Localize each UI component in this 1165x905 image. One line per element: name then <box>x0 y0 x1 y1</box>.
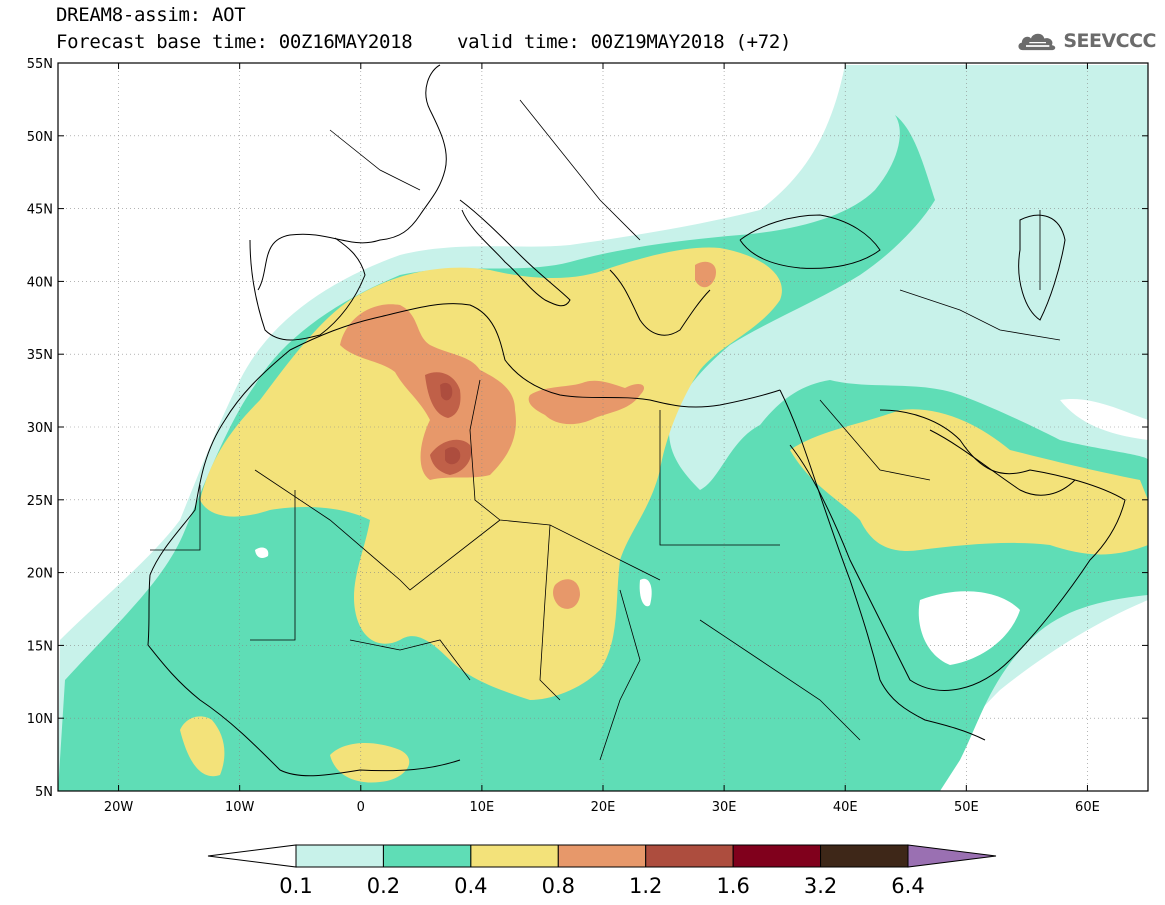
coastlines <box>147 64 1126 777</box>
aot-field-clear-4 <box>1060 399 1148 440</box>
colorbar-label: 6.4 <box>891 874 924 898</box>
lon-tick-label: 10E <box>470 800 495 815</box>
aot-field-1.6 <box>440 382 453 401</box>
border-12 <box>899 289 1061 341</box>
colorbar-swatch <box>470 844 559 868</box>
lat-tick-label: 5N <box>35 785 53 800</box>
colorbar-swatch <box>732 844 822 868</box>
coastline-redsea <box>779 389 986 741</box>
aot-field-0.8-turkey <box>695 261 716 288</box>
border-8 <box>819 399 931 481</box>
aot-field-clear-3 <box>918 591 1020 665</box>
colorbar-label: 1.6 <box>716 874 749 898</box>
aot-field-1.6-b <box>445 447 461 465</box>
border-3 <box>250 490 296 641</box>
aot-field-0.8-libya <box>528 380 645 425</box>
longitude-labels: 20W 10W 0 10E 20E 30E 40E 50E 60E <box>104 800 1100 815</box>
country-borders <box>150 99 1061 761</box>
colorbar-swatch <box>645 844 734 868</box>
lon-tick-label: 30E <box>712 800 737 815</box>
lat-tick-label: 15N <box>27 639 53 654</box>
colorbar-label: 1.2 <box>629 874 662 898</box>
lat-tick-label: 20N <box>27 567 53 582</box>
lat-tick-label: 30N <box>27 421 53 436</box>
lon-tick-label: 60E <box>1075 800 1100 815</box>
border-13 <box>599 589 641 761</box>
coastline-northafrica <box>224 303 781 421</box>
colorbar-label: 3.2 <box>804 874 837 898</box>
seevccc-logo: SEEVCCC <box>1016 26 1156 56</box>
axis-ticks <box>58 62 1148 792</box>
lat-tick-label: 50N <box>27 130 53 145</box>
aot-field-0.4-gulf <box>330 743 410 783</box>
lat-tick-label: 10N <box>27 712 53 727</box>
coastline-blacksea <box>739 214 881 269</box>
coastline-arabia <box>789 409 1126 691</box>
lat-tick-label: 35N <box>27 348 53 363</box>
coastline-caspian <box>1018 214 1066 321</box>
logo-text: SEEVCCC <box>1063 30 1156 52</box>
chart-title: DREAM8-assim: AOT <box>56 4 246 26</box>
aot-field-0.8-chad <box>553 579 580 609</box>
coastline-gulf <box>929 429 1076 496</box>
lon-tick-label: 20E <box>591 800 616 815</box>
colorbar-under-triangle <box>207 844 297 868</box>
colorbar-swatch <box>295 844 384 868</box>
lat-tick-label: 55N <box>27 57 53 72</box>
lon-tick-label: 40E <box>833 800 858 815</box>
graticule <box>58 63 1148 791</box>
border-7 <box>349 639 471 681</box>
colorbar-swatch <box>382 844 472 868</box>
aot-field-0.4-arabia <box>790 409 1148 555</box>
coastline-europe <box>257 64 447 291</box>
lon-tick-label: 20W <box>104 800 134 815</box>
coastline-greece <box>609 269 711 336</box>
border-14 <box>699 619 861 741</box>
border-5 <box>659 410 780 546</box>
coastline-westafrica <box>147 419 461 777</box>
colorbar-over-triangle <box>907 844 997 868</box>
coastline-iberia <box>249 237 366 341</box>
border-4 <box>469 379 661 581</box>
lon-tick-label: 50E <box>954 800 979 815</box>
border-10 <box>519 99 641 241</box>
colorbar-label: 0.4 <box>454 874 487 898</box>
coastline-italy <box>459 199 571 307</box>
colorbar-label: 0.8 <box>542 874 575 898</box>
aot-field-clear-2 <box>639 578 652 607</box>
border-2 <box>150 485 201 551</box>
colorbar: 0.1 0.2 0.4 0.8 1.2 1.6 3.2 6.4 <box>207 844 997 898</box>
border-11 <box>329 129 421 191</box>
border-1 <box>254 469 501 591</box>
lat-tick-label: 25N <box>27 494 53 509</box>
colorbar-label: 0.1 <box>279 874 312 898</box>
latitude-labels: 55N 50N 45N 40N 35N 30N 25N 20N 15N 10N 5N <box>27 57 53 800</box>
lat-tick-label: 45N <box>27 203 53 218</box>
colorbar-swatch <box>557 844 647 868</box>
lat-tick-label: 40N <box>27 275 53 290</box>
aot-field-0.8 <box>340 304 516 480</box>
lon-tick-label: 10W <box>225 800 255 815</box>
border-6 <box>539 524 561 701</box>
forecast-time-subtitle: Forecast base time: 00Z16MAY2018 valid t… <box>56 31 792 53</box>
aot-field-clear-1 <box>255 547 269 558</box>
lon-tick-label: 0 <box>357 800 365 815</box>
aot-field-0.4-westafrica <box>180 716 225 777</box>
colorbar-label: 0.2 <box>367 874 400 898</box>
cloud-icon <box>1018 33 1056 51</box>
colorbar-swatch <box>820 844 909 868</box>
